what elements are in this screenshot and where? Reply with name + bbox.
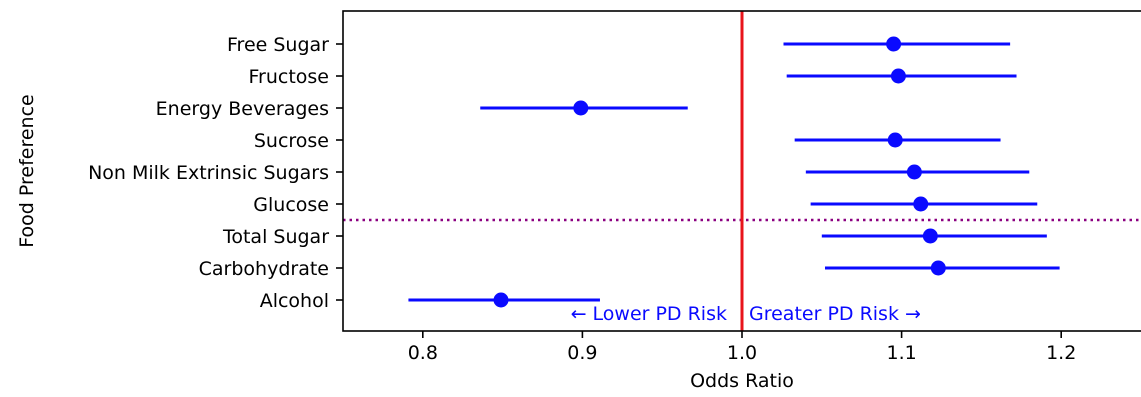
plot-frame (342, 10, 1141, 332)
lower-risk-annotation: ← Lower PD Risk (571, 303, 727, 325)
odds-ratio-point (913, 196, 929, 212)
odds-ratio-point (922, 228, 938, 244)
y-tick-label: Energy Beverages (156, 98, 329, 120)
x-axis-ticks: 0.8 0.9 1.0 1.1 1.2 (408, 331, 1076, 364)
odds-ratio-point (887, 132, 903, 148)
y-tick-label: Fructose (248, 66, 329, 88)
y-tick-label: Carbohydrate (199, 258, 329, 280)
y-tick-label: Sucrose (254, 130, 329, 152)
x-tick-label: 1.2 (1046, 342, 1076, 364)
y-tick-label: Non Milk Extrinsic Sugars (88, 162, 329, 184)
odds-ratio-point (573, 100, 589, 116)
x-tick-label: 0.9 (567, 342, 597, 364)
x-tick-label: 1.1 (886, 342, 916, 364)
y-tick-label: Alcohol (260, 290, 329, 312)
series-markers (408, 36, 1060, 308)
x-axis-label: Odds Ratio (690, 370, 794, 392)
odds-ratio-point (886, 36, 902, 52)
y-tick-label: Glucose (253, 194, 329, 216)
y-tick-label: Total Sugar (222, 226, 329, 248)
y-axis-ticks: Free Sugar Fructose Energy Beverages Sucros… (88, 34, 343, 312)
greater-risk-annotation: Greater PD Risk → (749, 303, 921, 325)
odds-ratio-point (890, 68, 906, 84)
y-axis-label: Food Preference (16, 94, 38, 247)
odds-ratio-point (493, 292, 509, 308)
x-tick-label: 0.8 (408, 342, 438, 364)
odds-ratio-point (906, 164, 922, 180)
x-tick-label: 1.0 (727, 342, 757, 364)
odds-ratio-point (930, 260, 946, 276)
y-tick-label: Free Sugar (227, 34, 329, 56)
